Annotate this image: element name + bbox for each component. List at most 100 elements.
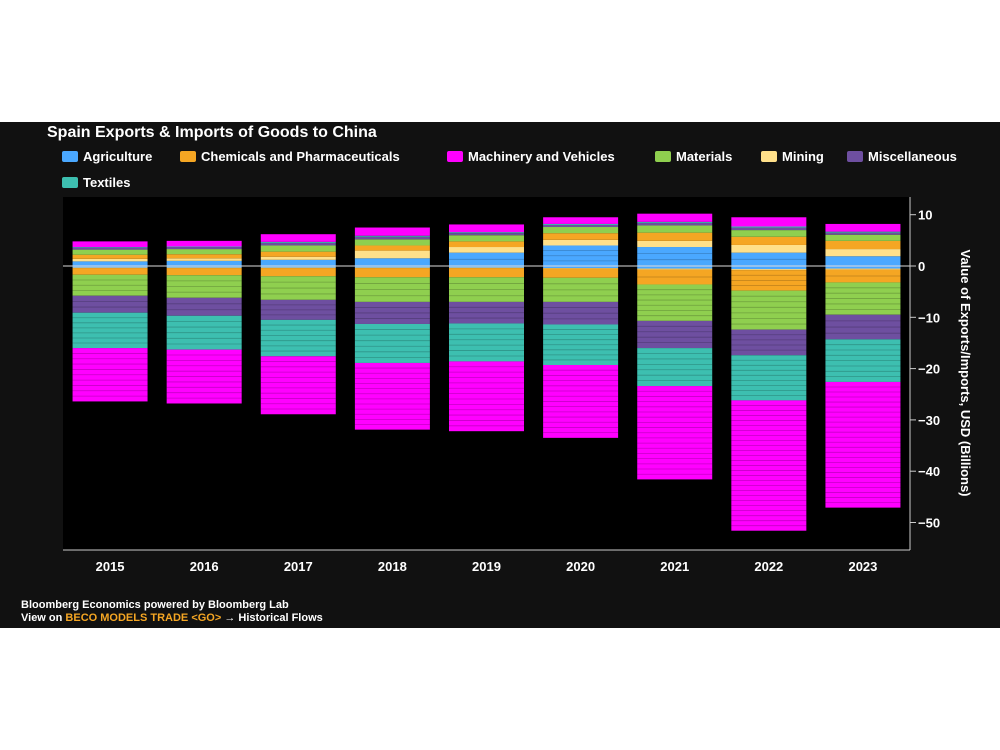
- bar-export-textiles-2016: [166, 246, 242, 248]
- bar-import-materials-2023: [825, 282, 901, 315]
- bar-export-chemicals-2020: [543, 233, 619, 240]
- footer: Bloomberg Economics powered by Bloomberg…: [21, 599, 323, 625]
- bar-import-textiles-2015: [72, 312, 148, 349]
- bar-export-textiles-2020: [543, 223, 619, 225]
- bar-export-mining-2017: [260, 256, 336, 260]
- bar-import-mining-2022: [731, 269, 807, 271]
- legend-item-miscellaneous[interactable]: Miscellaneous: [847, 149, 957, 164]
- bar-export-miscellaneous-2022: [731, 227, 807, 231]
- bar-export-mining-2015: [72, 258, 148, 262]
- bar-import-miscellaneous-2022: [731, 329, 807, 356]
- legend-label: Mining: [782, 149, 824, 164]
- legend-swatch: [180, 151, 196, 162]
- x-tick-label: 2019: [472, 559, 501, 574]
- y-tick-label: −10: [918, 310, 940, 325]
- legend-item-chemicals[interactable]: Chemicals and Pharmaceuticals: [180, 149, 400, 164]
- bar-export-miscellaneous-2023: [825, 232, 901, 235]
- bar-export-materials-2021: [637, 225, 713, 233]
- chart-title: Spain Exports & Imports of Goods to Chin…: [47, 124, 377, 141]
- footer-command-link[interactable]: BECO MODELS TRADE <GO>: [65, 612, 222, 624]
- bar-export-textiles-2019: [449, 232, 524, 234]
- bar-import-miscellaneous-2020: [543, 301, 619, 325]
- bar-import-machinery-2022: [731, 400, 807, 531]
- legend-item-mining[interactable]: Mining: [761, 149, 824, 164]
- y-tick-label: −50: [918, 516, 940, 531]
- bar-export-chemicals-2019: [449, 241, 524, 248]
- bar-import-miscellaneous-2021: [637, 320, 713, 349]
- bar-import-textiles-2020: [543, 324, 619, 366]
- bar-export-mining-2020: [543, 239, 619, 246]
- legend-swatch: [655, 151, 671, 162]
- bar-import-mining-2020: [543, 268, 619, 269]
- bar-export-machinery-2019: [449, 224, 524, 233]
- x-tick-label: 2020: [566, 559, 595, 574]
- x-tick-label: 2023: [848, 559, 877, 574]
- bar-export-miscellaneous-2015: [72, 247, 148, 250]
- bar-import-materials-2022: [731, 290, 807, 330]
- bar-import-machinery-2015: [72, 348, 148, 402]
- y-tick-label: −20: [918, 362, 940, 377]
- bar-export-mining-2023: [825, 249, 901, 257]
- bar-export-chemicals-2018: [354, 245, 430, 251]
- bar-export-agriculture-2015: [72, 261, 148, 266]
- footer-prefix: View on: [21, 612, 66, 624]
- y-tick-label: −30: [918, 413, 940, 428]
- footer-suffix: → Historical Flows: [221, 612, 323, 624]
- bar-export-machinery-2017: [260, 234, 336, 242]
- bar-export-machinery-2020: [543, 217, 619, 224]
- legend-item-agriculture[interactable]: Agriculture: [62, 149, 152, 164]
- bar-import-agriculture-2017: [260, 266, 336, 268]
- bar-import-materials-2018: [354, 277, 430, 302]
- legend-swatch: [447, 151, 463, 162]
- bar-import-chemicals-2019: [449, 268, 524, 278]
- bar-import-agriculture-2022: [731, 266, 807, 270]
- bar-import-mining-2015: [72, 267, 148, 269]
- bar-import-textiles-2023: [825, 339, 901, 382]
- bar-export-textiles-2023: [825, 231, 901, 233]
- legend-item-materials[interactable]: Materials: [655, 149, 732, 164]
- bar-import-mining-2021: [637, 268, 713, 270]
- bar-export-materials-2023: [825, 234, 901, 241]
- bar-export-textiles-2015: [72, 247, 148, 248]
- bar-export-machinery-2021: [637, 213, 713, 222]
- bar-import-miscellaneous-2023: [825, 314, 901, 340]
- bar-import-agriculture-2020: [543, 266, 619, 269]
- bar-import-machinery-2020: [543, 365, 619, 438]
- bar-import-mining-2023: [825, 268, 901, 270]
- x-tick-label: 2022: [754, 559, 783, 574]
- bar-import-machinery-2019: [449, 361, 524, 432]
- legend-swatch: [62, 151, 78, 162]
- bar-import-machinery-2017: [260, 356, 336, 415]
- bar-export-chemicals-2023: [825, 240, 901, 250]
- bar-export-mining-2021: [637, 240, 713, 248]
- bar-export-miscellaneous-2016: [166, 247, 242, 250]
- bar-export-machinery-2015: [72, 241, 148, 248]
- bar-export-agriculture-2020: [543, 245, 619, 266]
- legend-label: Machinery and Vehicles: [468, 149, 615, 164]
- legend-label: Textiles: [83, 175, 131, 190]
- x-tick-label: 2017: [284, 559, 313, 574]
- bar-import-miscellaneous-2016: [166, 297, 242, 316]
- bar-export-machinery-2022: [731, 217, 807, 227]
- bar-import-miscellaneous-2019: [449, 301, 524, 324]
- bar-import-materials-2015: [72, 274, 148, 296]
- bar-import-materials-2020: [543, 277, 619, 302]
- bar-import-materials-2016: [166, 275, 242, 298]
- bar-export-agriculture-2016: [166, 260, 242, 266]
- bar-export-agriculture-2019: [449, 252, 524, 266]
- bar-export-machinery-2016: [166, 240, 242, 247]
- bar-export-machinery-2018: [354, 227, 430, 236]
- bar-export-chemicals-2017: [260, 251, 336, 257]
- legend-item-machinery[interactable]: Machinery and Vehicles: [447, 149, 615, 164]
- bar-import-machinery-2023: [825, 381, 901, 508]
- bar-import-chemicals-2015: [72, 268, 148, 275]
- legend-label: Chemicals and Pharmaceuticals: [201, 149, 400, 164]
- bar-export-materials-2020: [543, 227, 619, 234]
- bar-export-chemicals-2015: [72, 254, 148, 259]
- bar-import-chemicals-2022: [731, 270, 807, 291]
- bar-export-miscellaneous-2017: [260, 242, 336, 246]
- bar-import-chemicals-2023: [825, 269, 901, 283]
- legend-item-textiles[interactable]: Textiles: [62, 175, 130, 190]
- bar-export-materials-2015: [72, 249, 148, 255]
